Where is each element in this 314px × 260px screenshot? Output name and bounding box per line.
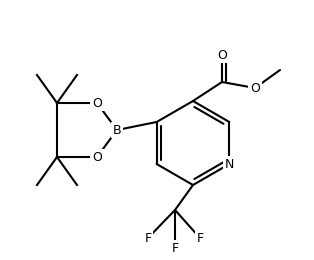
Text: O: O — [92, 96, 102, 109]
Text: F: F — [144, 231, 152, 244]
Text: O: O — [217, 49, 227, 62]
Text: O: O — [250, 81, 260, 94]
Text: N: N — [225, 158, 234, 171]
Text: F: F — [197, 231, 203, 244]
Text: F: F — [171, 242, 179, 255]
Text: O: O — [92, 151, 102, 164]
Text: B: B — [113, 124, 121, 136]
